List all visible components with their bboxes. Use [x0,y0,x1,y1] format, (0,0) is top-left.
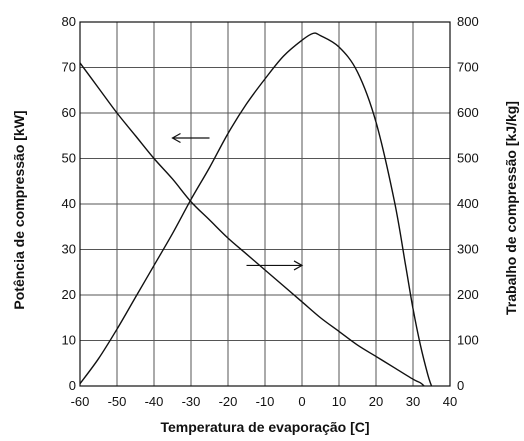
x-tick-label: -40 [145,394,164,409]
x-tick-label: 0 [298,394,305,409]
y-tick-label: 70 [62,60,76,75]
x-tick-label: -20 [219,394,238,409]
y-tick-labels: 0 10 20 30 40 50 60 70 80 [62,14,76,393]
y2-tick-label: 200 [457,287,479,302]
y-tick-label: 50 [62,151,76,166]
x-tick-label: 20 [369,394,383,409]
y-tick-label: 30 [62,242,76,257]
y-tick-label: 80 [62,14,76,29]
x-tick-label: -10 [256,394,275,409]
y2-axis-label: Trabalho de compressão [kJ/kg] [503,101,519,315]
annotations-group [171,133,304,271]
series-group [79,32,433,387]
y-tick-label: 60 [62,105,76,120]
series-line-right-axis [79,62,425,387]
y-tick-label: 40 [62,196,76,211]
y-tick-label: 10 [62,333,76,348]
x-tick-label: 10 [332,394,346,409]
y2-tick-label: 600 [457,105,479,120]
x-tick-label: -50 [108,394,127,409]
x-tick-labels: -60 -50 -40 -30 -20 -10 0 10 20 30 40 [71,394,458,409]
series-line-left-axis [79,32,433,387]
y2-tick-label: 0 [457,378,464,393]
y-tick-label: 0 [69,378,76,393]
x-axis-label: Temperatura de evaporação [C] [160,419,369,435]
y2-tick-label: 400 [457,196,479,211]
x-tick-label: 40 [443,394,457,409]
x-tick-label: -60 [71,394,90,409]
y-tick-label: 20 [62,287,76,302]
y2-tick-label: 300 [457,242,479,257]
y2-tick-label: 100 [457,333,479,348]
arrow-right-icon [246,260,304,271]
arrow-left-icon [171,133,210,144]
x-tick-label: -30 [182,394,201,409]
y2-tick-label: 700 [457,60,479,75]
x-tick-label: 30 [406,394,420,409]
y2-tick-label: 800 [457,14,479,29]
y2-tick-labels: 0 100 200 300 400 500 600 700 800 [457,14,479,393]
plot-frame [79,21,451,387]
y-axis-label: Potência de compressão [kW] [11,110,27,309]
y2-tick-label: 500 [457,151,479,166]
